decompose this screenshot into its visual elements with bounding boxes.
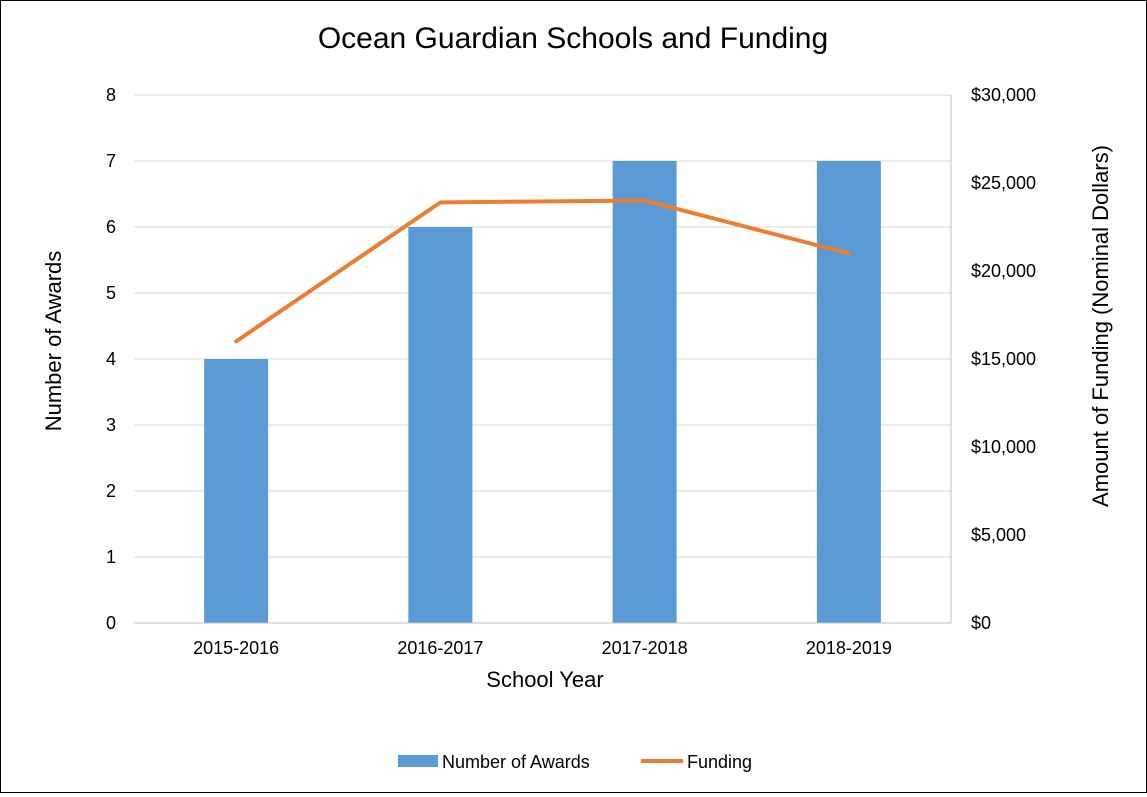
x-tick-label: 2017-2018 (602, 638, 688, 658)
legend: Number of Awards Funding (398, 752, 752, 772)
chart-title: Ocean Guardian Schools and Funding (318, 22, 828, 55)
right-tick-label: $15,000 (971, 349, 1036, 369)
bar (408, 227, 473, 623)
gridlines (134, 94, 951, 558)
left-tick-label: 0 (106, 613, 116, 633)
line-series (234, 198, 851, 344)
bar (816, 161, 881, 623)
bar (612, 161, 677, 623)
left-tick-label: 4 (106, 349, 116, 369)
right-tick-label: $30,000 (971, 85, 1036, 105)
right-axis-ticks: $0 $5,000 $10,000 $15,000 $20,000 $25,000 $30,… (971, 85, 1036, 633)
right-tick-label: $5,000 (971, 525, 1026, 545)
right-tick-label: $10,000 (971, 437, 1036, 457)
left-tick-label: 3 (106, 415, 116, 435)
left-tick-label: 2 (106, 481, 116, 501)
y-axis-title: Number of Awards (41, 251, 66, 432)
legend-label-awards: Number of Awards (442, 752, 590, 772)
y2-axis-title: Amount of Funding (Nominal Dollars) (1088, 145, 1113, 507)
bar-series (204, 161, 881, 623)
left-tick-label: 6 (106, 217, 116, 237)
left-tick-label: 8 (106, 85, 116, 105)
right-tick-label: $0 (971, 613, 991, 633)
left-axis-ticks: 0 1 2 3 4 5 6 7 8 (106, 85, 116, 633)
left-tick-label: 7 (106, 151, 116, 171)
legend-swatch-awards (398, 755, 438, 767)
x-tick-label: 2018-2019 (806, 638, 892, 658)
legend-label-funding: Funding (687, 752, 752, 772)
funding-line (234, 198, 851, 344)
right-tick-label: $25,000 (971, 173, 1036, 193)
x-tick-label: 2015-2016 (193, 638, 279, 658)
axes (134, 95, 952, 624)
bar (204, 359, 269, 623)
x-axis-title: School Year (486, 667, 603, 692)
x-tick-label: 2016-2017 (397, 638, 483, 658)
left-tick-label: 1 (106, 547, 116, 567)
right-tick-label: $20,000 (971, 261, 1036, 281)
left-tick-label: 5 (106, 283, 116, 303)
x-axis-ticks: 2015-2016 2016-2017 2017-2018 2018-2019 (193, 638, 892, 658)
